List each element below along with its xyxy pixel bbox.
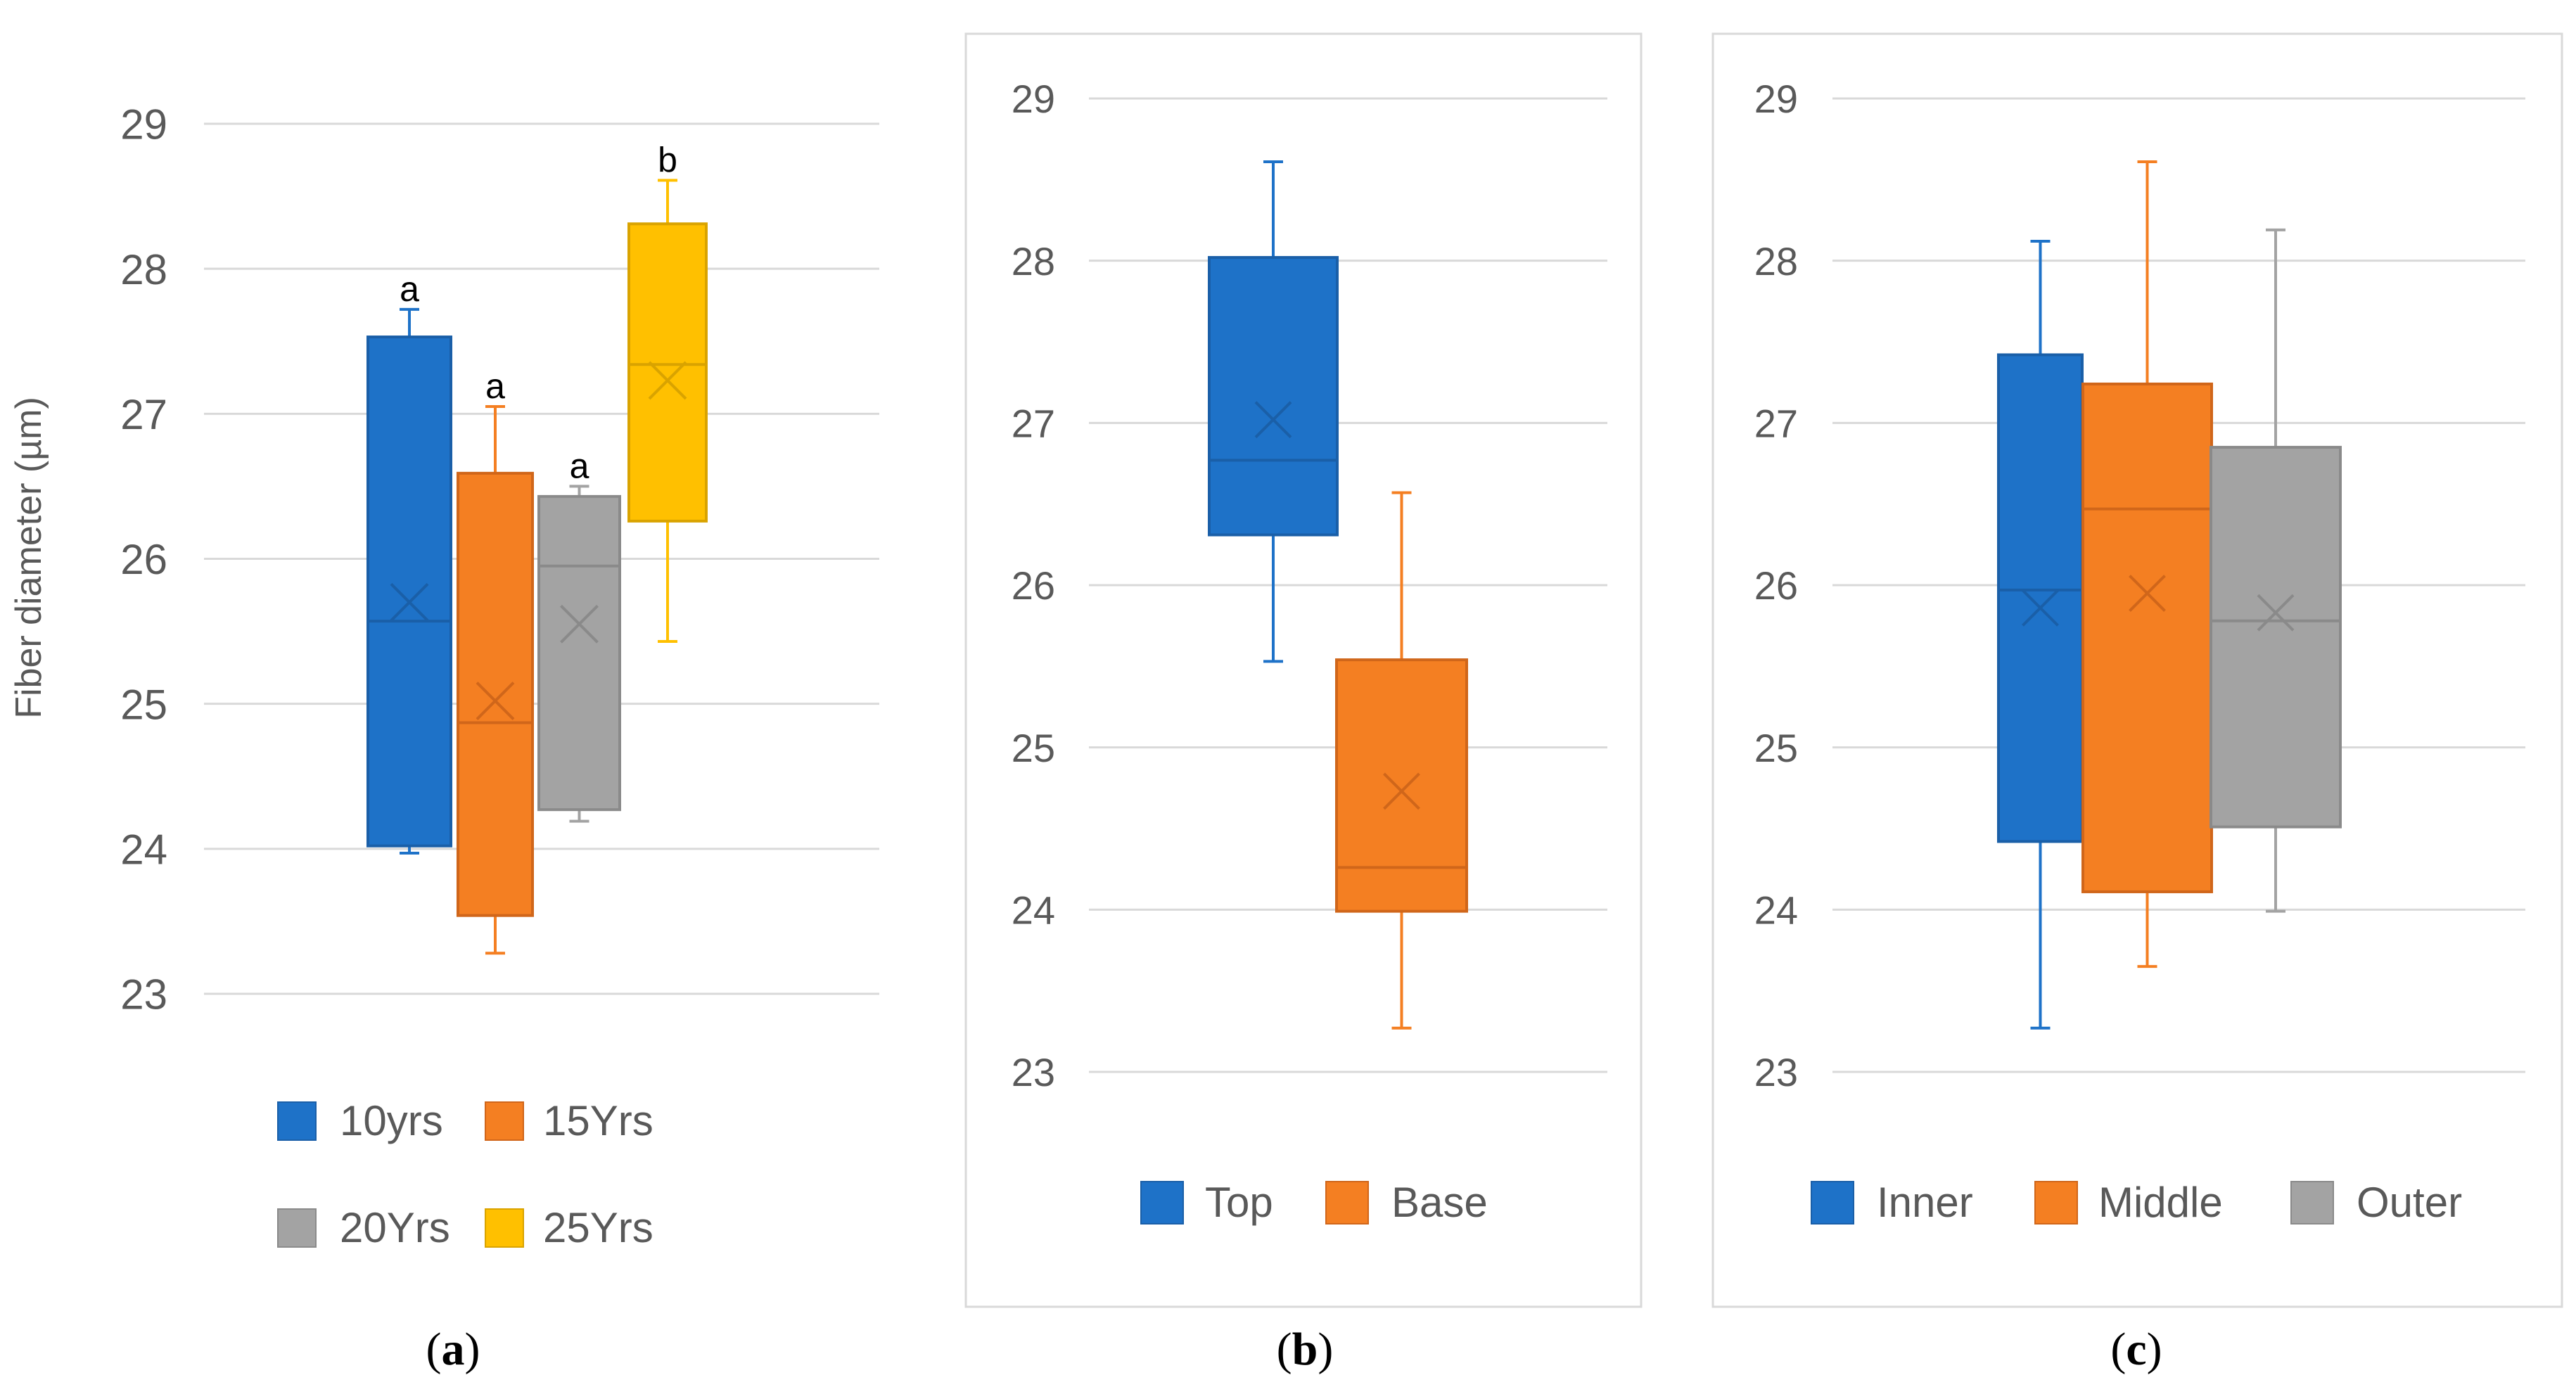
box-body (366, 335, 452, 848)
significance-label: a (400, 269, 419, 309)
y-tick-label: 25 (120, 681, 167, 728)
legend-swatch (2034, 1181, 2078, 1224)
mean-marker (1383, 772, 1420, 810)
legend-item: Middle (2034, 1179, 2223, 1226)
box-body (457, 471, 534, 917)
y-tick-label: 24 (1754, 888, 1798, 932)
box-outer (2210, 228, 2342, 913)
legend-label: 20Yrs (340, 1204, 450, 1251)
y-tick-label: 23 (1754, 1050, 1798, 1094)
box-middle (2081, 160, 2213, 968)
mean-marker (476, 682, 515, 720)
mean-marker (2129, 575, 2166, 612)
box-body (1208, 256, 1339, 537)
significance-label: a (485, 366, 505, 406)
panel-border (1711, 32, 2563, 1308)
legend-label: Outer (2357, 1179, 2462, 1226)
legend-b: Top Base (1140, 1179, 1488, 1226)
legend-swatch (277, 1101, 317, 1141)
box-base (1335, 491, 1468, 1030)
y-tick-label: 29 (1012, 77, 1055, 121)
y-tick-label: 26 (1754, 563, 1798, 608)
significance-label: b (658, 140, 677, 179)
y-tick-label: 29 (120, 101, 167, 148)
caption-a: (a) (426, 1324, 480, 1375)
legend-swatch (1325, 1181, 1369, 1224)
box-body (537, 494, 621, 812)
y-tick-label: 26 (120, 536, 167, 583)
y-tick-label: 28 (1012, 239, 1055, 283)
y-axis-label: Fiber diameter (µm) (8, 397, 49, 719)
box-body (627, 222, 708, 523)
box-body (2210, 445, 2342, 829)
legend-label: Inner (1877, 1179, 1973, 1226)
legend-label: Base (1391, 1179, 1488, 1226)
box-body (1335, 658, 1468, 913)
legend-item: 15Yrs (485, 1097, 653, 1144)
y-tick-label: 24 (1012, 888, 1055, 932)
y-tick-label: 27 (120, 391, 167, 438)
y-tick-label: 23 (120, 971, 167, 1018)
legend-swatch (277, 1208, 317, 1248)
panel-c: 23 24 25 26 27 28 29 Inner Middle Outer (c) (1711, 32, 2563, 1375)
significance-label: a (570, 446, 589, 485)
legend-a: 10yrs 15Yrs 20Yrs 25Yrs (277, 1097, 653, 1251)
legend-item: 10yrs (277, 1097, 443, 1144)
plot-c: 23 24 25 26 27 28 29 (1754, 77, 2525, 1094)
y-tick-label: 25 (1754, 726, 1798, 770)
legend-label: Middle (2098, 1179, 2223, 1226)
legend-item: Inner (1811, 1179, 1973, 1226)
mean-marker (560, 604, 599, 644)
mean-marker (390, 582, 429, 622)
y-tick-label: 24 (120, 826, 167, 873)
box-body (1997, 353, 2084, 843)
plot-a: 23 24 25 26 27 28 29 a a a b (120, 101, 879, 1018)
caption-c: (c) (2110, 1324, 2162, 1375)
caption-b: (b) (1277, 1324, 1334, 1375)
legend-label: 25Yrs (543, 1204, 653, 1251)
box-15yrs: a (457, 366, 534, 955)
box-20yrs: a (537, 446, 621, 823)
legend-item: Top (1140, 1179, 1273, 1226)
legend-item: Base (1325, 1179, 1488, 1226)
legend-label: 15Yrs (543, 1097, 653, 1144)
plot-b: 23 24 25 26 27 28 29 (1012, 77, 1607, 1094)
caption-letter: c (2126, 1324, 2146, 1375)
caption-letter: b (1292, 1324, 1318, 1375)
box-25yrs: b (627, 140, 708, 644)
mean-marker (1254, 401, 1292, 439)
y-tick-label: 28 (120, 246, 167, 293)
legend-c: Inner Middle Outer (1811, 1179, 2462, 1226)
mean-marker (2257, 594, 2295, 632)
legend-swatch (1140, 1181, 1184, 1224)
legend-swatch (485, 1208, 524, 1248)
panel-border (964, 32, 1643, 1308)
y-tick-label: 27 (1754, 401, 1798, 445)
box-body (2081, 382, 2213, 893)
legend-swatch (2290, 1181, 2334, 1224)
mean-marker (2022, 589, 2059, 627)
y-tick-label: 27 (1012, 401, 1055, 445)
box-10yrs: a (366, 269, 452, 855)
legend-item: Outer (2290, 1179, 2462, 1226)
panel-a: 23 24 25 26 27 28 29 a a a b Fiber diameter (µm) 1… (8, 101, 879, 1375)
legend-label: Top (1205, 1179, 1273, 1226)
y-tick-label: 29 (1754, 77, 1798, 121)
legend-label: 10yrs (340, 1097, 443, 1144)
box-top (1208, 160, 1339, 663)
y-tick-label: 25 (1012, 726, 1055, 770)
panel-b: 23 24 25 26 27 28 29 Top Base (b) (964, 32, 1643, 1375)
legend-swatch (1811, 1181, 1854, 1224)
y-tick-label: 28 (1754, 239, 1798, 283)
y-tick-label: 23 (1012, 1050, 1055, 1094)
caption-letter: a (442, 1324, 465, 1375)
legend-item: 25Yrs (485, 1204, 653, 1251)
y-tick-label: 26 (1012, 563, 1055, 608)
legend-swatch (485, 1101, 524, 1141)
mean-marker (648, 361, 687, 400)
box-inner (1997, 239, 2084, 1030)
legend-item: 20Yrs (277, 1204, 450, 1251)
